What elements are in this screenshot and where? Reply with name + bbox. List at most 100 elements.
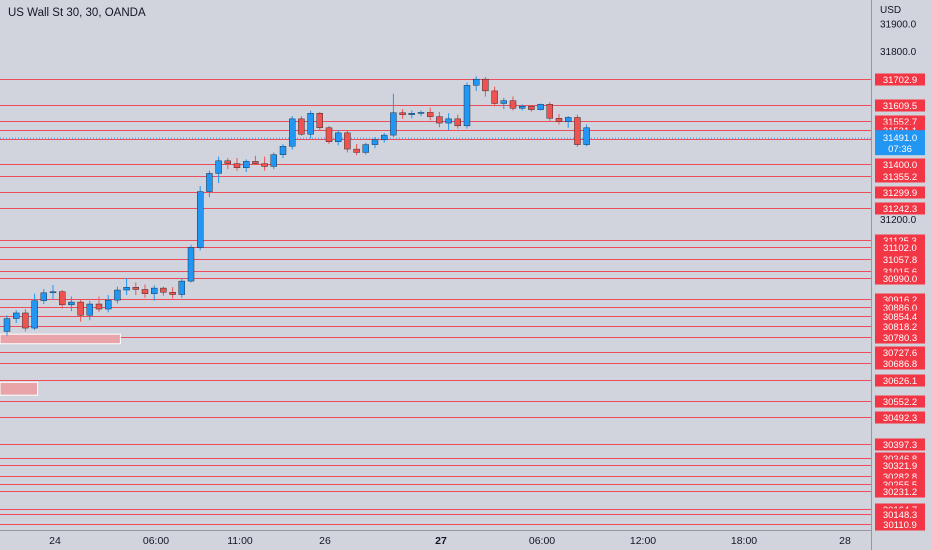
candle-body [362,144,369,153]
time-tick-label: 28 [839,535,851,547]
current-price-value: 31491.0 [883,133,917,144]
level-price-label: 30321.9 [883,461,917,472]
zone-box [0,381,39,396]
candle-body [242,161,250,169]
level-price-tag [875,438,925,451]
level-price-tag [875,158,925,171]
candle-body [178,280,186,295]
candle-body [68,301,75,306]
candle-body [187,247,195,282]
candle-body [279,146,287,155]
candle-body [445,118,452,124]
level-price-label: 31552.7 [883,117,917,128]
level-price-tag [875,485,925,498]
candle-body [546,104,553,119]
candle-body [31,300,38,329]
candle-body [59,291,66,306]
level-price-label: 31102.0 [883,243,917,254]
level-price-label: 31609.5 [883,101,917,112]
candle-body [95,303,103,310]
candlestick-series [3,76,590,336]
price-axis[interactable]: 31702.931609.531552.731521.131486.931400… [875,19,925,531]
level-price-label: 31242.3 [883,204,917,215]
candle-body [160,287,167,293]
candle-body [519,106,526,109]
level-price-label: 31299.9 [883,188,917,199]
time-tick-label: 06:00 [529,535,555,547]
candle-body [252,161,259,164]
candle-body [298,118,305,135]
candle-body [77,301,84,316]
time-tick-label: 06:00 [143,535,169,547]
time-tick-label: 18:00 [731,535,757,547]
candle-body [463,85,471,127]
candle-body [316,113,323,129]
candle-body [196,191,204,248]
time-tick-label: 11:00 [227,535,253,547]
candle-body [215,160,222,174]
candle-body [49,291,57,294]
level-price-label: 30916.2 [883,295,917,306]
level-price-tag [875,331,925,344]
candle-body [141,289,149,294]
candle-body [307,113,314,135]
level-price-label: 31057.8 [883,255,917,266]
candle-body [528,106,535,110]
level-price-label: 31355.2 [883,172,917,183]
level-price-label: 30282.8 [883,472,917,483]
candle-body [555,118,563,122]
level-price-label: 31702.9 [883,75,917,86]
candle-body [86,303,94,316]
candle-body [335,132,342,142]
candle-body [417,112,425,114]
level-price-tag [875,241,925,254]
candle-body [537,104,544,110]
candle-body [325,127,333,142]
currency-label: USD [880,5,901,16]
level-price-tag [875,320,925,333]
level-price-label: 30552.2 [883,397,917,408]
symbol-title[interactable]: US Wall St 30, 30, OANDA [8,7,146,19]
candle-body [224,160,232,164]
level-price-label: 30854.4 [883,312,917,323]
time-tick-label: 24 [49,535,61,547]
level-price-tag [875,202,925,215]
level-price-label: 30148.3 [883,510,917,521]
level-price-label: 31400.0 [883,160,917,171]
candle-body [491,90,498,104]
candle-body [353,148,360,153]
time-axis[interactable]: 24 06:00 11:00 26 27 06:00 12:00 18:00 28 [49,535,851,547]
candle-body [473,78,480,86]
level-price-tag [875,411,925,424]
level-price-tag [875,508,925,521]
candle-body [500,100,507,104]
candle-body [206,173,213,192]
level-price-tag [875,310,925,323]
candle-body [381,134,388,141]
time-tick-label: 12:00 [630,535,656,547]
level-price-tag [875,253,925,266]
candle-body [482,78,489,92]
candle-body [114,289,121,301]
candle-body [399,112,406,115]
candle-body [565,117,572,122]
candle-body [509,100,517,109]
candle-body [436,116,443,124]
level-price-tag [875,346,925,359]
demand-zones [0,333,121,396]
candle-body [3,318,11,332]
level-price-label: 30727.6 [883,348,917,359]
level-price-label: 30818.2 [883,322,917,333]
level-price-tag [875,99,925,112]
candle-body [454,118,461,127]
candle-body [390,112,397,136]
candle-body [132,287,140,290]
level-price-tag [875,357,925,370]
candle-body [233,163,241,169]
candle-body [344,132,351,150]
candle-body [12,312,20,319]
horizontal-levels [0,79,871,525]
level-price-label: 30686.8 [883,359,917,370]
